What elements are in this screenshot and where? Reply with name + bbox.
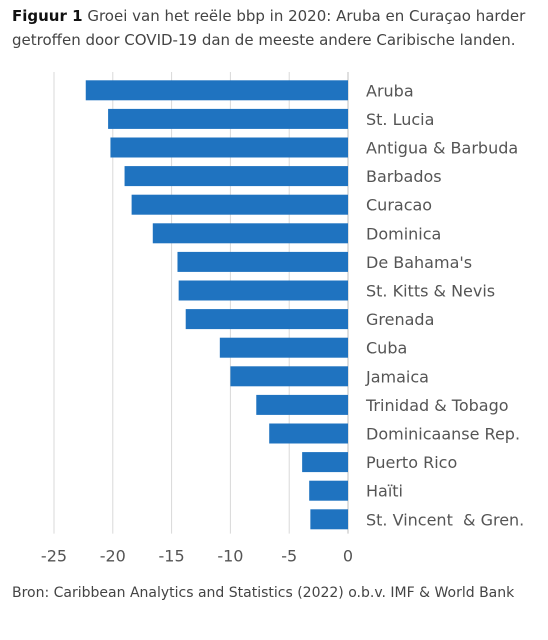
category-label: Barbados: [366, 167, 442, 186]
category-label: St. Lucia: [366, 110, 434, 129]
bar: [178, 280, 348, 301]
figure-label: Figuur 1: [12, 7, 83, 25]
x-tick-label: 0: [343, 547, 353, 566]
category-label: Cuba: [366, 339, 407, 358]
category-label: Curacao: [366, 196, 432, 215]
category-label: St. Vincent & Gren.: [366, 510, 524, 529]
x-tick-label: -15: [159, 547, 185, 566]
bar: [152, 223, 348, 244]
category-label: Haïti: [366, 482, 403, 501]
category-label: Aruba: [366, 81, 414, 100]
bar: [256, 394, 348, 415]
bar: [177, 251, 348, 272]
bar: [269, 423, 348, 444]
figure-title: Groei van het reële bbp in 2020: Aruba e…: [12, 7, 526, 49]
x-tick-label: -5: [281, 547, 297, 566]
category-label: De Bahama's: [366, 253, 472, 272]
category-label: Grenada: [366, 310, 434, 329]
bar: [110, 137, 348, 158]
bars: [85, 80, 348, 530]
category-label: Puerto Rico: [366, 453, 457, 472]
x-tick-label: -25: [41, 547, 67, 566]
bar: [124, 166, 348, 187]
category-label: Antigua & Barbuda: [366, 139, 518, 158]
category-label: Dominicaanse Rep.: [366, 425, 520, 444]
source-note: Bron: Caribbean Analytics and Statistics…: [12, 585, 515, 601]
bar: [108, 108, 348, 129]
bar: [310, 509, 348, 530]
x-tick-label: -10: [217, 547, 243, 566]
bar: [309, 480, 348, 501]
bar: [302, 452, 348, 473]
category-label: Jamaica: [365, 367, 429, 386]
category-label: Dominica: [366, 224, 441, 243]
category-label: Trinidad & Tobago: [365, 396, 509, 415]
bar: [85, 80, 348, 101]
x-tick-label: -20: [100, 547, 126, 566]
category-label: St. Kitts & Nevis: [366, 282, 495, 301]
category-labels: Aruba St. Lucia Antigua & Barbuda Barbados C…: [365, 81, 524, 529]
bar-chart: Aruba St. Lucia Antigua & Barbuda Barbados C…: [41, 72, 524, 566]
bar: [230, 366, 348, 387]
figure-caption: Figuur 1 Groei van het reële bbp in 2020…: [12, 4, 540, 52]
bar: [219, 337, 348, 358]
bar: [131, 194, 348, 215]
bar: [185, 309, 348, 330]
x-tick-labels: -25 -20 -15 -10 -5 0: [41, 547, 353, 566]
